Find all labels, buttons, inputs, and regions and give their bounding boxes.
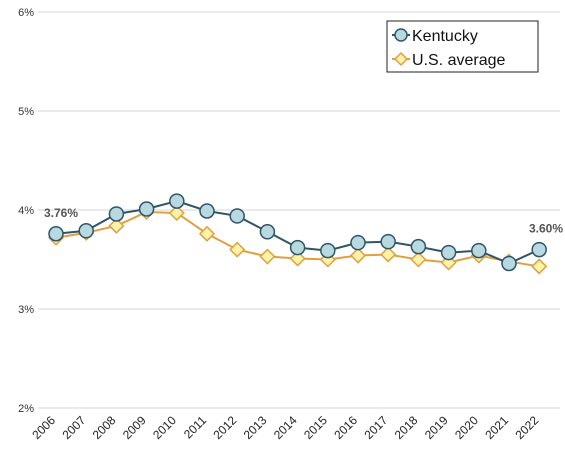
- legend-item-us-average: U.S. average: [392, 51, 505, 69]
- y-axis-ticks: 2% 3% 4% 5% 6%: [18, 7, 34, 415]
- x-tick-label: 2016: [331, 413, 360, 442]
- legend-box: [386, 20, 539, 73]
- x-tick-label: 2020: [452, 413, 481, 442]
- legend-item-kentucky: Kentucky: [392, 28, 478, 45]
- x-tick-label: 2015: [301, 413, 330, 442]
- y-tick-label: 3%: [18, 304, 34, 316]
- series-kentucky: [48, 193, 547, 272]
- point-marker: [108, 206, 125, 222]
- x-tick-label: 2010: [150, 413, 179, 442]
- point-marker: [410, 238, 427, 255]
- x-tick-label: 2013: [241, 413, 270, 442]
- x-tick-label: 2017: [362, 413, 391, 442]
- point-marker: [349, 247, 367, 264]
- point-marker: [48, 226, 64, 242]
- point-marker: [259, 248, 276, 265]
- point-marker: [471, 242, 487, 259]
- point-marker: [350, 234, 366, 251]
- point-marker: [410, 251, 427, 268]
- gridlines: [38, 11, 560, 409]
- legend-label-kentucky: Kentucky: [412, 28, 478, 45]
- x-tick-label: 2011: [181, 413, 209, 441]
- point-marker: [229, 208, 245, 224]
- point-marker: [440, 244, 457, 261]
- x-tick-label: 2018: [392, 413, 421, 442]
- point-marker: [78, 223, 94, 239]
- point-marker: [138, 201, 155, 217]
- x-tick-label: 2019: [422, 413, 451, 442]
- point-marker: [531, 241, 547, 258]
- x-axis-ticks: 2006 2007 2008 2009 2010 2011 2012 2013 2014 2015…: [29, 413, 541, 442]
- y-tick-label: 2%: [18, 403, 34, 415]
- x-tick-label: 2014: [271, 413, 300, 442]
- point-marker: [380, 233, 396, 250]
- legend-marker-us-average: [393, 51, 409, 67]
- point-marker: [169, 193, 185, 209]
- series-layer: [47, 193, 548, 275]
- x-tick-label: 2009: [120, 413, 149, 442]
- legend-label-us-average: U.S. average: [412, 52, 505, 69]
- point-marker: [259, 224, 276, 240]
- data-labels: 3.76% 3.60%: [44, 206, 563, 236]
- data-label: 3.60%: [529, 222, 563, 236]
- x-tick-label: 2021: [482, 413, 511, 442]
- legend-marker-kentucky: [394, 28, 408, 42]
- x-tick-label: 2008: [90, 413, 119, 442]
- x-tick-label: 2022: [513, 413, 542, 442]
- x-tick-label: 2012: [211, 413, 240, 442]
- y-tick-label: 6%: [18, 7, 34, 19]
- point-marker: [289, 250, 306, 267]
- point-marker: [198, 225, 216, 242]
- y-tick-label: 5%: [18, 106, 34, 118]
- point-marker: [501, 255, 517, 272]
- legend: Kentucky U.S. average: [386, 20, 539, 73]
- x-tick-label: 2007: [60, 413, 89, 442]
- point-marker: [108, 217, 125, 234]
- point-marker: [531, 258, 548, 275]
- point-marker: [229, 241, 246, 258]
- point-marker: [289, 239, 306, 256]
- point-marker: [380, 246, 397, 263]
- point-marker: [168, 204, 185, 222]
- point-marker: [320, 242, 336, 259]
- y-tick-label: 4%: [18, 205, 34, 217]
- point-marker: [199, 203, 215, 219]
- x-tick-label: 2006: [29, 413, 58, 442]
- data-label: 3.76%: [44, 206, 78, 220]
